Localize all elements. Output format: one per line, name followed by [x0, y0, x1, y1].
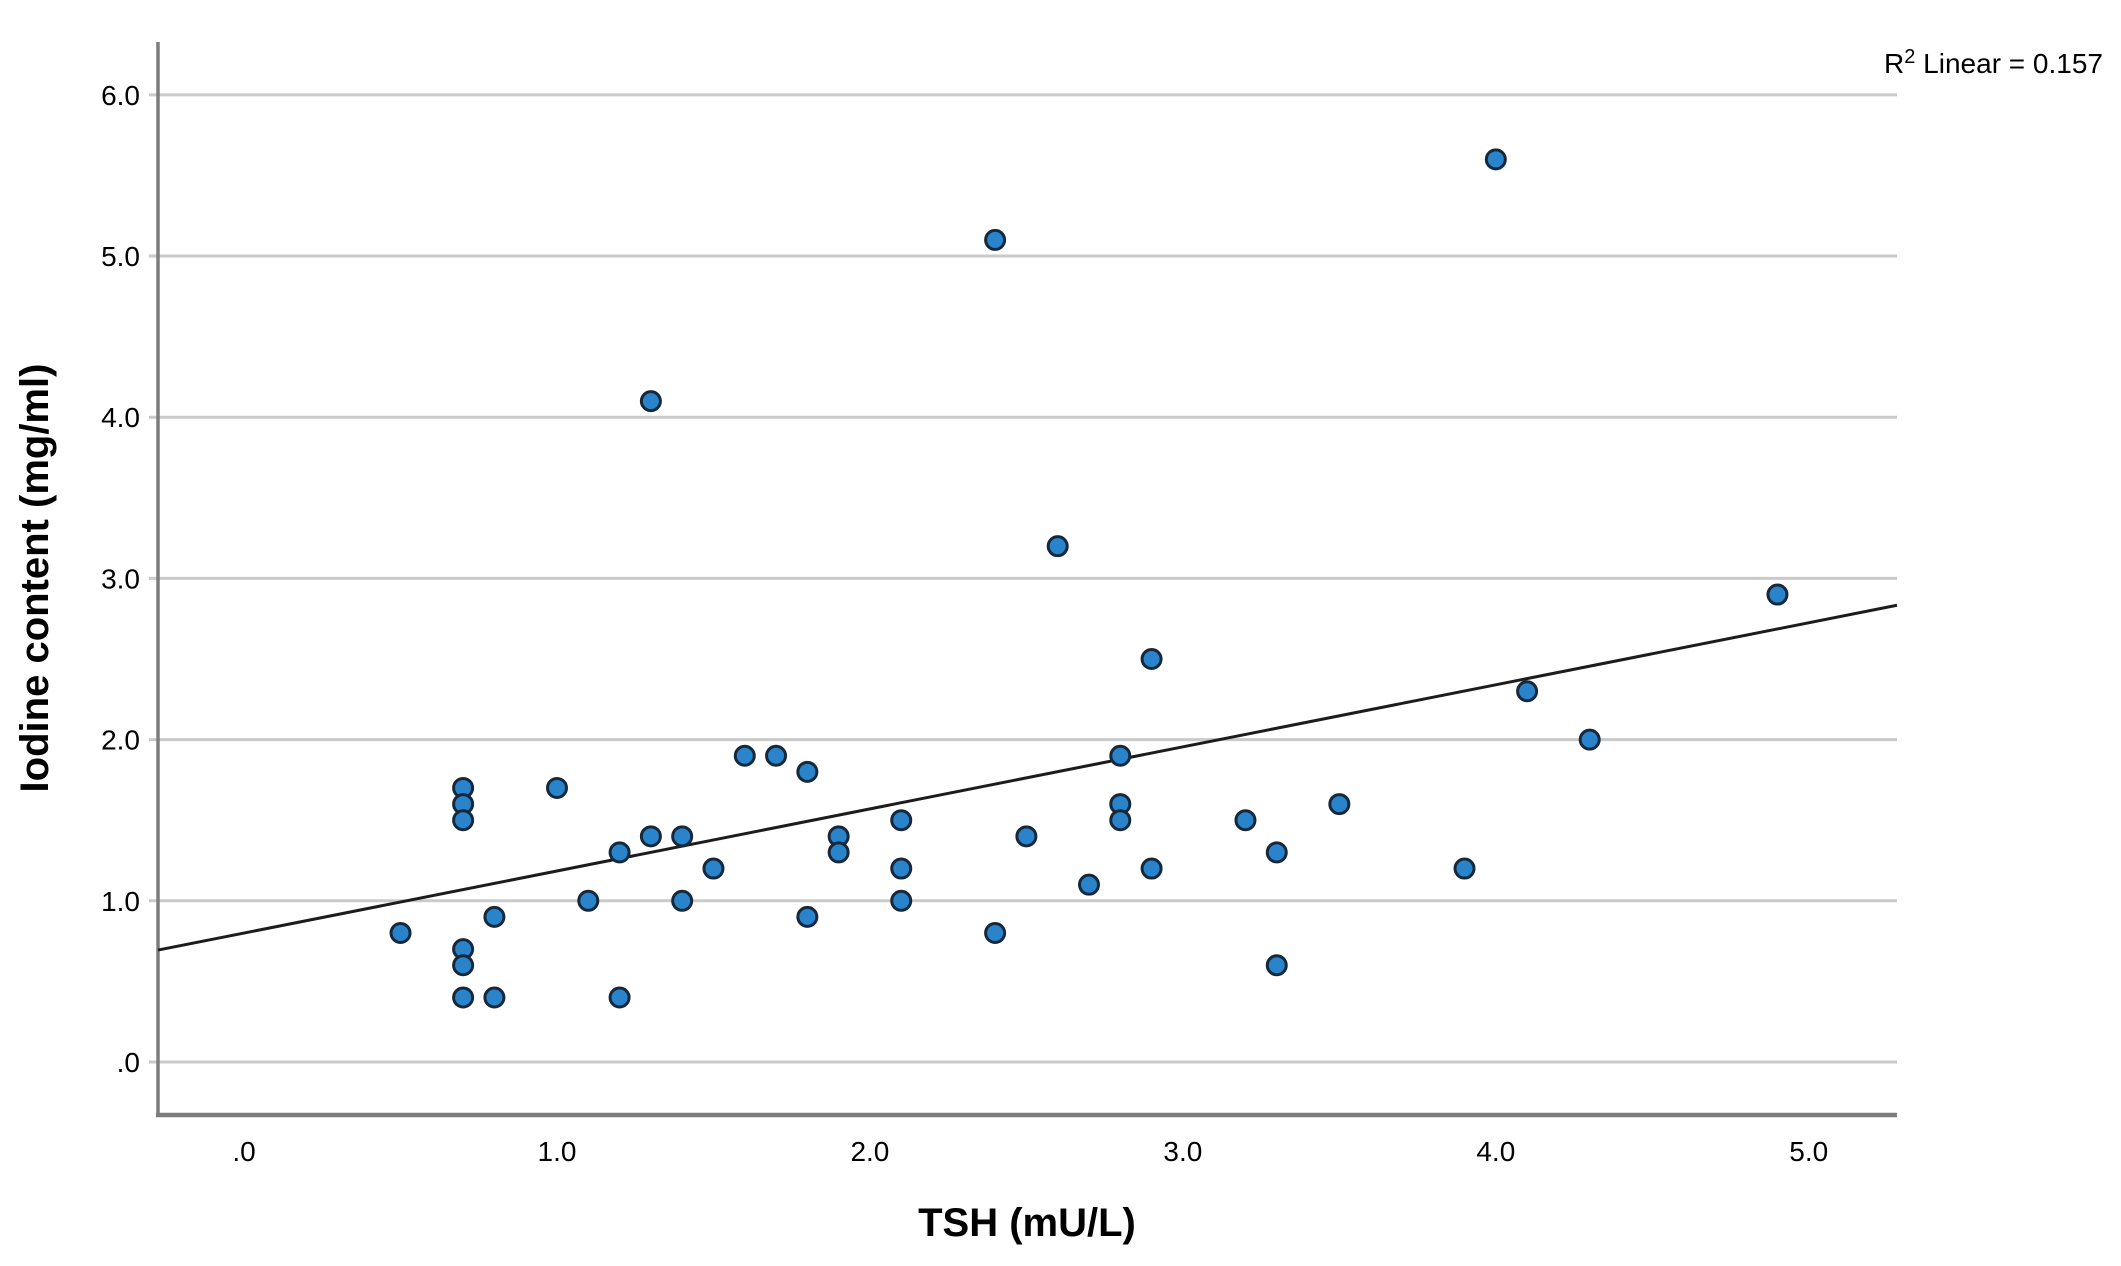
data-point — [984, 228, 1007, 251]
data-point — [483, 905, 506, 928]
data-point — [1109, 809, 1132, 832]
y-tick-label: 4.0 — [101, 402, 140, 433]
x-tick-label: 4.0 — [1476, 1136, 1515, 1167]
data-point — [483, 986, 506, 1009]
data-point — [1109, 744, 1132, 767]
data-point — [1766, 583, 1789, 606]
data-point — [890, 809, 913, 832]
x-tick-label: 1.0 — [538, 1136, 577, 1167]
data-point — [1516, 680, 1539, 703]
data-point — [765, 744, 788, 767]
data-point — [1234, 809, 1257, 832]
data-point — [1265, 954, 1288, 977]
regression-line — [157, 603, 1898, 952]
data-point — [1046, 535, 1069, 558]
y-tick-label: 2.0 — [101, 725, 140, 756]
data-point — [890, 857, 913, 880]
data-point — [733, 744, 756, 767]
data-point — [890, 889, 913, 912]
data-point — [639, 825, 662, 848]
y-tick-label: .0 — [117, 1047, 140, 1078]
data-point — [1265, 841, 1288, 864]
data-point — [577, 889, 600, 912]
data-point — [1077, 873, 1100, 896]
r-squared-annotation: R2 Linear = 0.157 — [1884, 46, 2103, 79]
data-point — [452, 986, 475, 1009]
data-point — [545, 776, 568, 799]
x-tick-label: .0 — [232, 1136, 255, 1167]
data-point — [827, 841, 850, 864]
data-point — [608, 986, 631, 1009]
x-axis-title: TSH (mU/L) — [918, 1201, 1136, 1245]
r-squared-base: R — [1884, 48, 1904, 79]
data-point — [796, 905, 819, 928]
data-point — [1578, 728, 1601, 751]
r-squared-superscript: 2 — [1904, 46, 1915, 68]
data-point — [1328, 793, 1351, 816]
data-point — [1140, 857, 1163, 880]
plot-generated-layer: 6.0 5.0 4.0 3.0 2.0 1.0 .0 .0 1.0 2.0 3.0 4.0 5.0 — [101, 42, 1898, 1167]
data-point — [608, 841, 631, 864]
y-axis-title: Iodine content (mg/ml) — [13, 364, 57, 793]
x-tick-label: 5.0 — [1789, 1136, 1828, 1167]
y-tick-label: 6.0 — [101, 80, 140, 111]
data-point — [1140, 648, 1163, 671]
data-point — [452, 954, 475, 977]
data-point — [984, 922, 1007, 945]
data-point — [796, 760, 819, 783]
data-point — [1484, 148, 1507, 171]
data-point — [1453, 857, 1476, 880]
data-point — [639, 390, 662, 413]
y-tick-label: 5.0 — [101, 241, 140, 272]
r-squared-value-text: Linear = 0.157 — [1915, 48, 2103, 79]
y-tick-label: 3.0 — [101, 563, 140, 594]
y-tick-label: 1.0 — [101, 886, 140, 917]
data-point — [671, 889, 694, 912]
x-tick-label: 3.0 — [1163, 1136, 1202, 1167]
data-point — [671, 825, 694, 848]
data-point — [389, 922, 412, 945]
data-point — [452, 809, 475, 832]
data-point — [702, 857, 725, 880]
x-tick-label: 2.0 — [850, 1136, 889, 1167]
data-point — [1015, 825, 1038, 848]
